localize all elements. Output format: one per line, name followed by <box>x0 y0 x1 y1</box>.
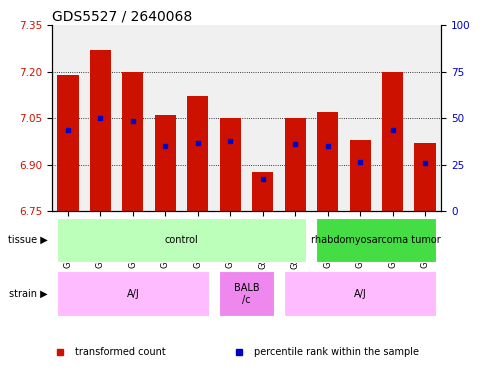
Bar <box>122 71 143 211</box>
Text: control: control <box>165 235 199 245</box>
Text: percentile rank within the sample: percentile rank within the sample <box>254 346 419 357</box>
Bar <box>284 118 306 211</box>
Bar <box>219 271 274 316</box>
Bar <box>90 50 111 211</box>
Bar <box>317 112 338 211</box>
Text: rhabdomyosarcoma tumor: rhabdomyosarcoma tumor <box>312 235 441 245</box>
Bar <box>57 217 306 263</box>
Bar <box>382 71 403 211</box>
Bar <box>57 271 209 316</box>
Bar <box>252 172 273 211</box>
Text: BALB
/c: BALB /c <box>234 283 259 305</box>
Text: strain ▶: strain ▶ <box>9 289 48 299</box>
Bar <box>415 143 435 211</box>
Bar <box>58 74 78 211</box>
Text: A/J: A/J <box>353 289 366 299</box>
Bar <box>220 118 241 211</box>
Bar <box>350 140 371 211</box>
Bar <box>284 271 436 316</box>
Bar <box>155 115 176 211</box>
Text: transformed count: transformed count <box>75 346 166 357</box>
Text: A/J: A/J <box>127 289 140 299</box>
Bar <box>317 217 436 263</box>
Text: tissue ▶: tissue ▶ <box>8 235 48 245</box>
Bar <box>187 96 209 211</box>
Text: GDS5527 / 2640068: GDS5527 / 2640068 <box>52 10 192 24</box>
